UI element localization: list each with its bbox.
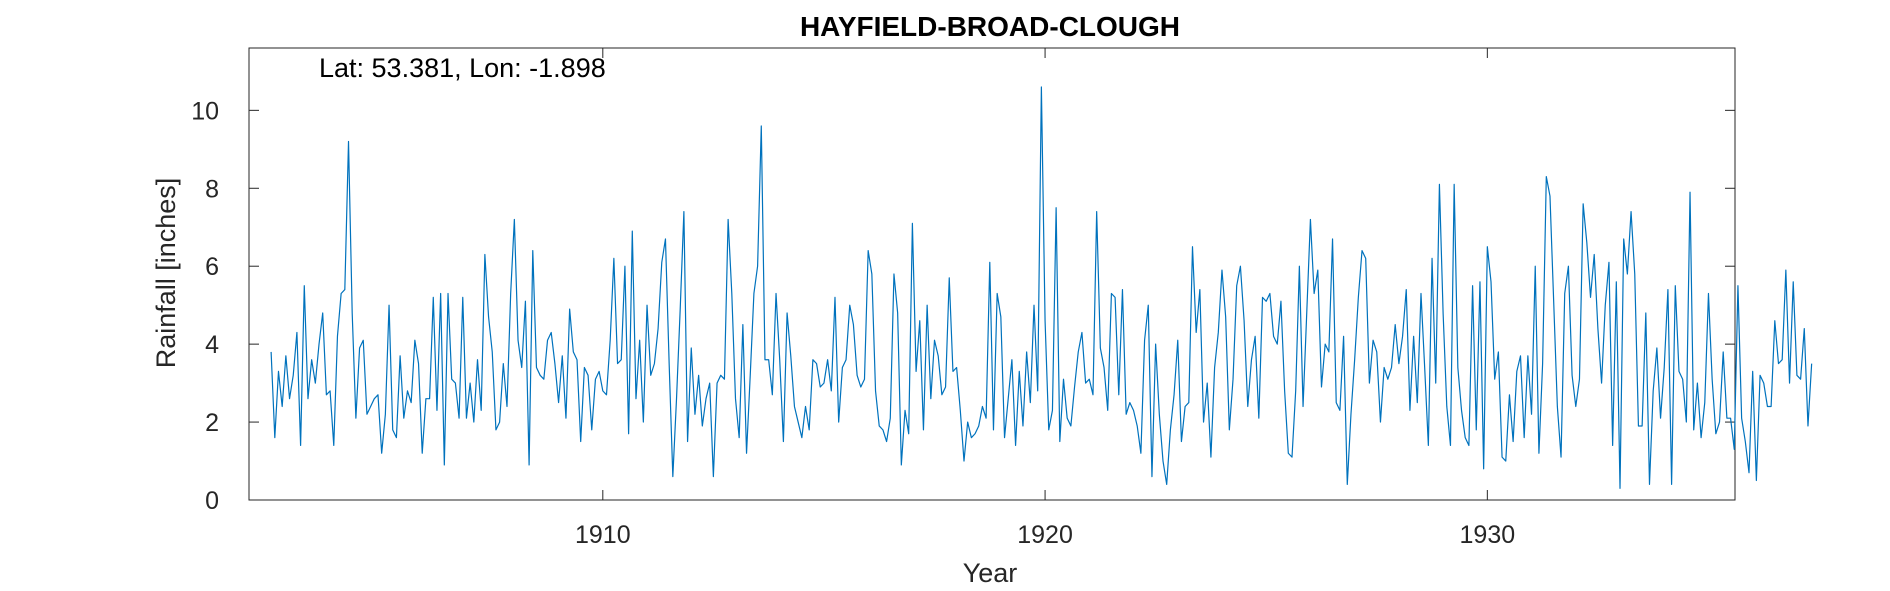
x-axis-label: Year — [963, 558, 1018, 588]
axis-ticks: 0 2 4 6 8 10 1910 1920 1930 — [191, 48, 1735, 549]
y-tick-label: 10 — [191, 97, 219, 125]
location-annotation: Lat: 53.381, Lon: -1.898 — [319, 53, 606, 83]
x-tick-label: 1930 — [1460, 521, 1516, 549]
series-layer — [270, 86, 1813, 489]
x-tick-label: 1920 — [1017, 521, 1073, 549]
y-tick-label: 4 — [205, 331, 219, 359]
y-tick-label: 8 — [205, 175, 219, 203]
y-axis-label: Rainfall [inches] — [151, 178, 181, 369]
rainfall-series-line — [270, 86, 1813, 489]
y-tick-label: 0 — [205, 487, 219, 515]
y-tick-label: 2 — [205, 409, 219, 437]
y-tick-label: 6 — [205, 253, 219, 281]
chart-title: HAYFIELD-BROAD-CLOUGH — [800, 11, 1180, 42]
x-tick-label: 1910 — [575, 521, 631, 549]
